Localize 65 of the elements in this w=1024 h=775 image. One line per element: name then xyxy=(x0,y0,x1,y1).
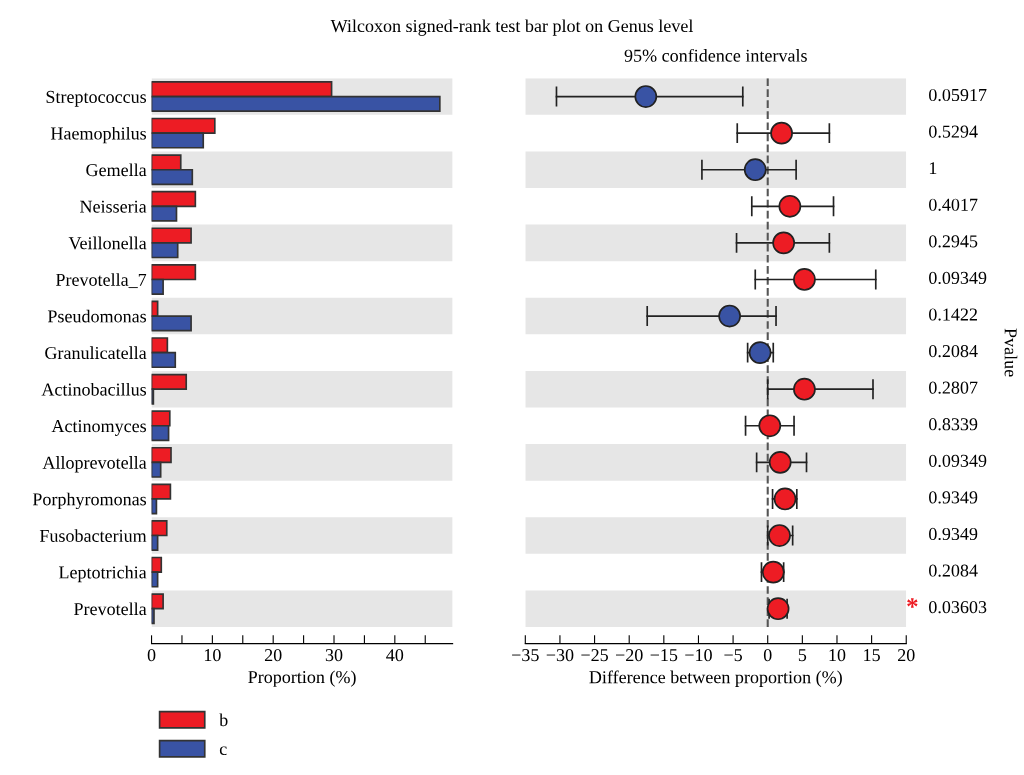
point xyxy=(793,377,816,401)
text: 0.2807 xyxy=(929,381,978,394)
x-tick-label: 10 xyxy=(829,649,846,662)
y-tick-label: Streptococcus xyxy=(46,90,147,107)
text: 0.09349 xyxy=(929,454,987,467)
point xyxy=(778,194,802,218)
x-tick-label: 0 xyxy=(147,649,156,662)
point xyxy=(743,158,767,182)
y-tick-label: Prevotella xyxy=(74,602,147,616)
x-tick-label: 10 xyxy=(204,649,221,662)
x-tick-label: 30 xyxy=(325,649,343,662)
x-tick-label: 40 xyxy=(386,649,404,662)
x-tick-label: −15 xyxy=(650,649,678,662)
point xyxy=(793,268,816,291)
text: 0.9349 xyxy=(929,527,978,541)
text: 0.4017 xyxy=(929,198,978,211)
point xyxy=(758,414,782,438)
y-tick-label: Neisseria xyxy=(80,200,147,213)
y-tick-label: Leptotrichia xyxy=(58,565,147,583)
point xyxy=(772,231,796,255)
point xyxy=(768,450,792,474)
y-tick-label: Fusobacterium xyxy=(39,529,147,542)
text: 0.05917 xyxy=(929,88,987,102)
y-tick-label: Haemophilus xyxy=(50,126,147,144)
text: 0.2084 xyxy=(929,344,978,358)
text: 0.2084 xyxy=(929,564,978,577)
text: 0.09349 xyxy=(929,271,987,285)
x-tick-label: 0 xyxy=(763,649,772,662)
x-tick-label: −25 xyxy=(581,649,608,662)
text: 0.1422 xyxy=(929,308,977,321)
text: * xyxy=(907,598,918,608)
y-tick-label: Granulicatella xyxy=(45,346,147,360)
legend-label: b xyxy=(219,713,228,727)
y-tick-label: Gemella xyxy=(86,163,147,177)
point xyxy=(718,304,741,328)
point xyxy=(770,121,793,145)
text: 1 xyxy=(929,162,937,175)
x-tick-label: −30 xyxy=(546,649,574,662)
text: 0.03603 xyxy=(929,601,987,614)
chart-title: 95% confidence intervals xyxy=(624,48,807,62)
text: Wilcoxon signed-rank test bar plot on Genus level xyxy=(330,19,694,36)
x-tick-label: −5 xyxy=(724,649,742,662)
x-tick-label: 5 xyxy=(798,649,807,662)
x-axis-title: Difference between proportion (%) xyxy=(589,670,842,687)
y-tick-label: Veillonella xyxy=(68,236,147,250)
x-tick-label: −20 xyxy=(615,649,643,662)
x-tick-label: −35 xyxy=(512,649,539,662)
y-tick-label: Pseudomonas xyxy=(47,309,147,323)
x-tick-label: 20 xyxy=(264,649,282,662)
legend-label: c xyxy=(219,746,227,756)
text: 0.2945 xyxy=(929,235,978,248)
x-tick-label: −10 xyxy=(685,649,712,662)
text: 0.9349 xyxy=(929,491,978,504)
text: 0.8339 xyxy=(929,418,978,431)
text: 0.5294 xyxy=(929,125,978,138)
y-tick-label: Actinomyces xyxy=(51,420,147,436)
y-tick-label: Actinobacillus xyxy=(41,382,147,396)
y2-axis-title: Pvalue xyxy=(1004,328,1018,377)
x-tick-label: 15 xyxy=(864,649,880,662)
x-axis-title: Proportion (%) xyxy=(248,670,356,687)
y-tick-label: Prevotella_7 xyxy=(55,273,147,289)
y-tick-label: Porphyromonas xyxy=(32,492,147,510)
y-tick-label: Alloprevotella xyxy=(42,456,147,473)
point xyxy=(634,85,658,108)
x-tick-label: 20 xyxy=(898,649,915,662)
